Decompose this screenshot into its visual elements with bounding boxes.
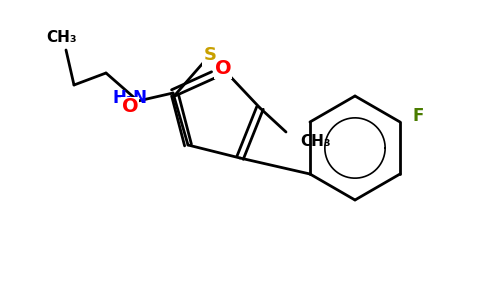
Text: O: O bbox=[121, 98, 138, 116]
Text: O: O bbox=[215, 59, 231, 79]
Text: CH₃: CH₃ bbox=[46, 31, 77, 46]
Text: H₂N: H₂N bbox=[112, 89, 147, 107]
Text: S: S bbox=[203, 46, 216, 64]
Text: F: F bbox=[412, 107, 424, 125]
Text: CH₃: CH₃ bbox=[300, 134, 331, 149]
